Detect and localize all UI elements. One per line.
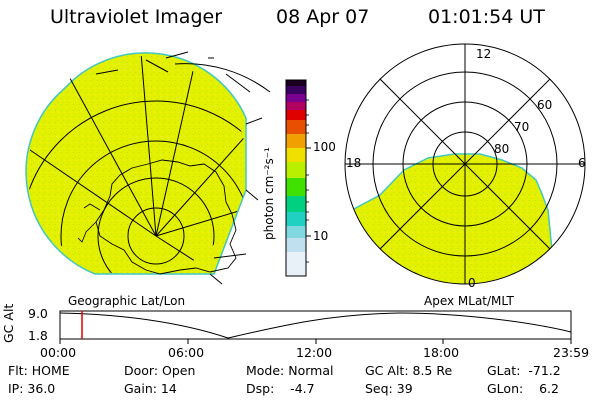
mlt-label-6: 6 — [578, 156, 586, 170]
status-glat: GLat: -71.2 — [487, 363, 561, 378]
xtick-2359: 23:59 — [553, 345, 590, 360]
altitude-curve — [59, 312, 572, 339]
colorbar-unit-label: photon cm⁻²s⁻¹ — [262, 147, 276, 240]
status-flt: Flt: HOME — [8, 363, 70, 378]
status-seq: Seq: 39 — [365, 381, 413, 396]
time-label: 01:01:54 UT — [428, 6, 545, 28]
geographic-panel — [25, 51, 271, 285]
altitude-ytick-max: 9.0 — [28, 306, 48, 321]
xtick-1200: 12:00 — [296, 345, 333, 360]
xtick-0600: 06:00 — [168, 345, 205, 360]
status-dsp: Dsp: -4.7 — [246, 381, 315, 396]
xtick-0000: 00:00 — [40, 345, 77, 360]
altitude-ylabel: GC Alt — [1, 303, 16, 343]
altitude-plot — [59, 310, 572, 344]
status-mode: Mode: Normal — [246, 363, 334, 378]
altitude-ytick-min: 1.8 — [28, 328, 48, 343]
right-panel-caption: Apex MLat/MLT — [424, 294, 514, 308]
mlt-label-0: 0 — [468, 276, 476, 290]
continent-outline — [95, 159, 237, 275]
status-ip: IP: 36.0 — [8, 381, 56, 396]
colorbar — [285, 79, 311, 277]
date-label: 08 Apr 07 — [276, 6, 370, 28]
mlat-label-80: 80 — [494, 142, 510, 156]
status-glon: GLon: 6.2 — [487, 381, 559, 396]
status-gain: Gain: 14 — [124, 381, 177, 396]
xtick-1800: 18:00 — [423, 345, 460, 360]
status-door: Door: Open — [124, 363, 196, 378]
mlt-label-18: 18 — [346, 156, 362, 170]
mlat-label-70: 70 — [514, 120, 530, 134]
mlat-label-60: 60 — [537, 98, 553, 112]
instrument-title: Ultraviolet Imager — [50, 6, 223, 28]
apex-panel — [344, 43, 586, 285]
mlt-label-12: 12 — [476, 47, 492, 61]
left-panel-caption: Geographic Lat/Lon — [68, 294, 186, 308]
left-image-fill — [25, 52, 247, 275]
status-gcalt: GC Alt: 8.5 Re — [365, 363, 453, 378]
colorbar-tick-100: 100 — [313, 140, 336, 154]
colorbar-tick-10: 10 — [313, 229, 329, 243]
